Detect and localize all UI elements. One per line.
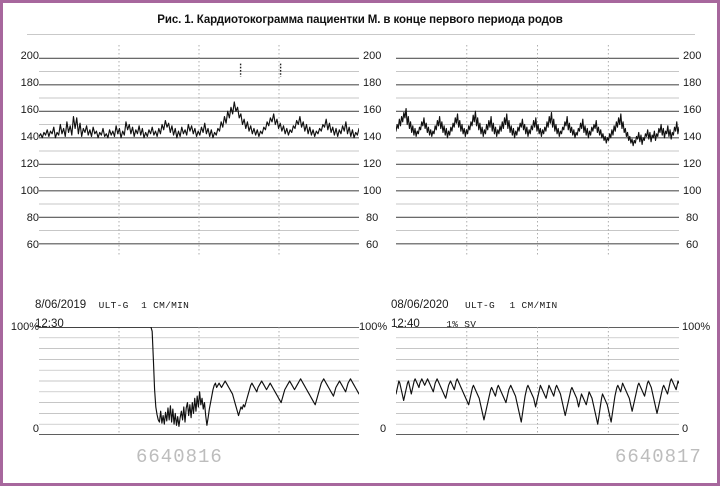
fhr-trace-right [396,45,679,257]
toco-ytick-mid-bottom: 0 [380,423,387,435]
fhr-ytick-right-80: 80 [686,212,699,224]
stamp-mode-right: ULT-G [465,300,496,311]
fhr-ytick-left-120: 120 [20,158,39,170]
fhr-ytick-left-80: 80 [26,212,39,224]
fhr-ytick-right-60: 60 [686,239,699,251]
fhr-ytick-right-100: 100 [683,185,702,197]
fhr-ytick-right-180: 180 [683,77,702,89]
fhr-ytick-right-200: 200 [683,50,702,62]
fhr-ytick-mid-80: 80 [366,212,379,224]
toco-trace-right [396,327,679,435]
toco-panel: 100% 0 100% 0 100% 0 [3,321,717,442]
fhr-ytick-mid-200: 200 [363,50,382,62]
toco-ytick-left-top: 100% [10,321,39,333]
fhr-ytick-right-140: 140 [683,131,702,143]
fhr-ytick-left-180: 180 [20,77,39,89]
toco-ytick-left-bottom: 0 [32,423,39,435]
stamp-sensitivity-right: 1% SV [446,319,477,330]
stamp-date-right: 08/06/2020 [391,299,449,311]
fhr-ytick-mid-100: 100 [363,185,382,197]
toco-trace-left [39,327,359,435]
stamp-speed-right: 1 CM/MIN [509,300,558,311]
fhr-ytick-left-200: 200 [20,50,39,62]
fhr-ytick-mid-120: 120 [363,158,382,170]
stamp-speed-left: 1 CM/MIN [141,300,190,311]
watermark-left: 6640816 [136,446,223,468]
page-title: Рис. 1. Кардиотокограмма пациентки М. в … [157,14,563,26]
fhr-trace-left [39,45,359,257]
toco-ytick-right-top: 100% [682,321,711,333]
fhr-ytick-right-160: 160 [683,104,702,116]
fhr-ytick-left-60: 60 [26,239,39,251]
fhr-panel: 200 180 160 140 120 100 80 60 200 180 16… [3,37,717,295]
stamp-mode-left: ULT-G [98,300,129,311]
cardiotocogram-chart: 200 180 160 140 120 100 80 60 200 180 16… [3,37,717,483]
fhr-ytick-left-140: 140 [20,131,39,143]
toco-ytick-right-bottom: 0 [682,423,689,435]
title-divider [27,34,695,35]
fhr-ytick-right-120: 120 [683,158,702,170]
fhr-ytick-mid-160: 160 [363,104,382,116]
stamp-date-left: 8/06/2019 [35,299,87,311]
fhr-ytick-mid-140: 140 [363,131,382,143]
watermark-right: 6640817 [615,446,702,468]
fhr-ytick-mid-180: 180 [363,77,382,89]
fhr-ytick-left-100: 100 [20,185,39,197]
fhr-ytick-left-160: 160 [20,104,39,116]
fhr-ytick-mid-60: 60 [366,239,379,251]
toco-ytick-mid-top: 100% [359,321,388,333]
